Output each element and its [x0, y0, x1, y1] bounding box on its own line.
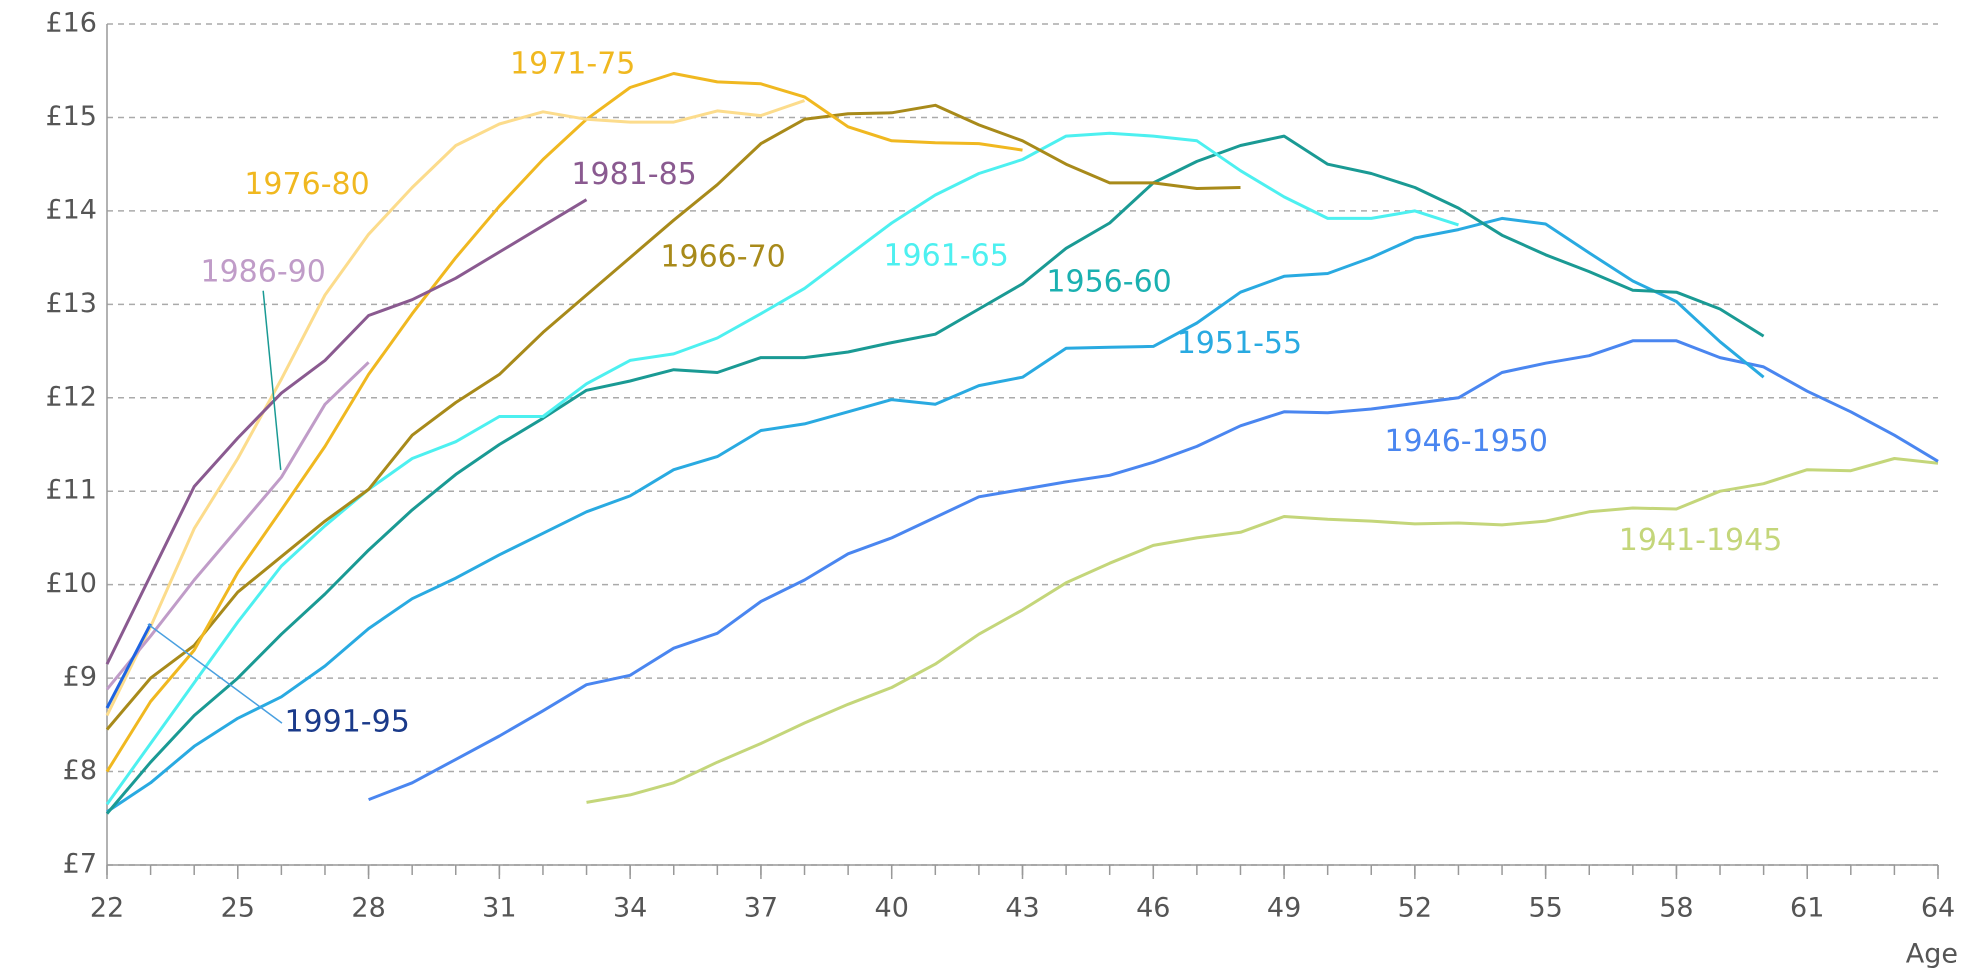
series-line	[105, 99, 805, 717]
y-tick-label: £11	[45, 475, 97, 506]
y-tick-label: £10	[45, 568, 97, 599]
series-label: 1986-90	[200, 255, 325, 290]
series-label: 1991-95	[284, 705, 409, 740]
y-tick-label: £12	[45, 381, 97, 412]
series-label: 1976-80	[244, 167, 369, 202]
series-line	[105, 131, 1459, 806]
series-label: 1966-70	[660, 240, 785, 275]
series-label: 1971-75	[510, 47, 635, 82]
series-line	[586, 457, 1939, 804]
x-tick-label: 34	[613, 893, 647, 924]
series-line	[105, 198, 588, 665]
x-tick-label: 64	[1921, 893, 1955, 924]
x-tick-label: 49	[1267, 893, 1301, 924]
y-tick-label: £13	[45, 288, 97, 319]
x-tick-label: 31	[482, 893, 516, 924]
leader-line	[147, 623, 283, 724]
x-tick-label: 40	[875, 893, 909, 924]
series-line	[106, 216, 1765, 813]
x-tick-label: 52	[1398, 893, 1432, 924]
series-line	[105, 134, 1765, 815]
x-tick-label: 43	[1005, 893, 1039, 924]
x-tick-label: 58	[1659, 893, 1693, 924]
y-tick-label: £7	[63, 849, 97, 880]
x-tick-label: 22	[90, 893, 124, 924]
x-tick-label: 25	[221, 893, 255, 924]
x-axis-label: Age	[1906, 939, 1958, 970]
series-line	[368, 339, 1939, 801]
x-tick-label: 61	[1790, 893, 1824, 924]
series-label: 1956-60	[1046, 265, 1171, 300]
x-tick-label: 46	[1136, 893, 1170, 924]
y-tick-label: £16	[45, 8, 97, 39]
series-line	[105, 72, 1023, 773]
x-tick-label: 28	[351, 893, 385, 924]
series-line	[105, 361, 370, 691]
x-tick-label: 37	[744, 893, 778, 924]
y-tick-label: £8	[63, 755, 97, 786]
series-label: 1946-1950	[1384, 424, 1548, 459]
series-label: 1941-1945	[1619, 523, 1783, 558]
series-line	[105, 103, 1241, 731]
y-tick-label: £15	[45, 101, 97, 132]
leader-line	[262, 290, 282, 471]
y-tick-label: £14	[45, 194, 97, 225]
x-tick-label: 55	[1528, 893, 1562, 924]
series-label: 1981-85	[571, 157, 696, 192]
y-tick-label: £9	[63, 662, 97, 693]
series-label: 1961-65	[883, 238, 1008, 273]
series-label: 1951-55	[1177, 326, 1302, 361]
series-line	[105, 623, 152, 709]
